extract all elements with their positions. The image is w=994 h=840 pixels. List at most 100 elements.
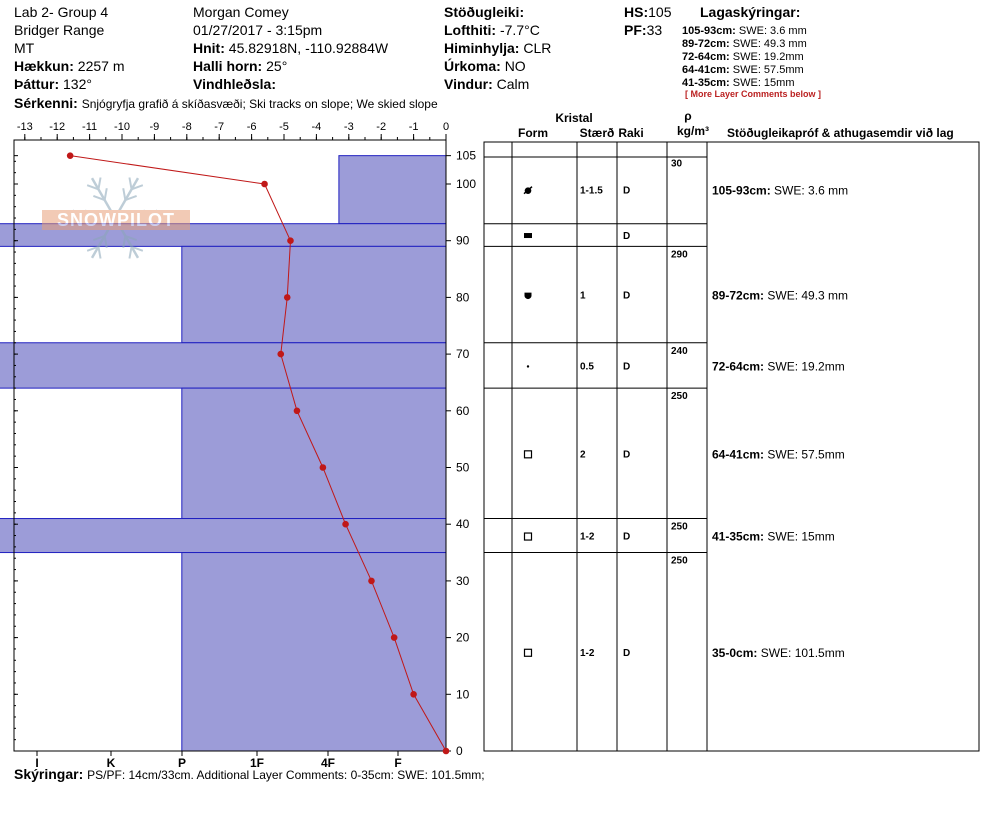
dot-symbol: [526, 365, 530, 368]
layer-comment: 35-0cm: SWE: 101.5mm: [712, 646, 845, 660]
temp-point: [368, 577, 375, 585]
hardness-tick-label: F: [394, 756, 401, 770]
notes-label: Skýringar:: [14, 766, 84, 782]
form-header: Form: [518, 126, 548, 140]
observer-name: Morgan Comey: [193, 4, 289, 20]
wind-loading-field: Vindhleðsla:: [193, 76, 276, 92]
temp-point: [442, 747, 450, 755]
snowflake-branch: [131, 245, 144, 252]
aspect-label: Þáttur:: [14, 76, 60, 92]
depth-tick-label: 40: [456, 517, 470, 531]
layer-comment: 72-64cm: SWE: 19.2mm: [712, 359, 845, 373]
layer-table: Kristal Form Stærð Raki ρkg/m³ Stöðugleikapró…: [483, 109, 980, 752]
notes-value: PS/PF: 14cm/33cm. Additional Layer Comme…: [87, 768, 485, 782]
snowflake-branch: [122, 188, 127, 201]
layer-note-item: 41-35cm: SWE: 15mm: [682, 77, 795, 89]
hardness-tick-label: K: [107, 756, 116, 770]
snowflake-branch: [97, 246, 102, 259]
crust-symbol: [524, 233, 532, 239]
features-value: Snjógryfja grafið á skíðasvæði; Ski trac…: [81, 97, 438, 111]
snowpilot-logo: SNOWPILOT: [42, 177, 190, 259]
elevation-value: 2257 m: [77, 58, 125, 74]
temp-point: [319, 464, 327, 471]
temp-tick-label: -11: [82, 121, 97, 133]
crystal-header: Kristal: [555, 111, 592, 125]
air-temp-value: -7.7°C: [499, 22, 540, 38]
moisture-header: Raki: [618, 126, 643, 140]
depth-axis: 0 10 20 30 40 50 60 70 80 90 100 105: [14, 149, 476, 758]
pf-field: PF:33: [624, 22, 662, 38]
notes-field: Skýringar: PS/PF: 14cm/33cm. Additional …: [14, 766, 485, 783]
hardness-bar: [181, 552, 447, 752]
features-field: Sérkenni: Snjógryfja grafið á skíðasvæði…: [14, 95, 438, 112]
snowflake-branch: [125, 195, 137, 202]
wind-loading-label: Vindhleðsla:: [193, 76, 276, 92]
coords-label: Hnit:: [193, 40, 225, 56]
depth-tick-label: 60: [456, 404, 470, 418]
temp-point: [66, 152, 74, 159]
temp-tick-label: -8: [182, 121, 192, 133]
moisture-cell: D: [623, 231, 630, 242]
moisture-cell: D: [623, 648, 630, 659]
temp-point: [287, 237, 294, 244]
depth-tick-label: 80: [456, 290, 470, 304]
wind-field: Vindur: Calm: [444, 76, 529, 92]
precip-label: Úrkoma:: [444, 58, 501, 74]
rounded-faceted-symbol: [524, 292, 532, 300]
location-range: Bridger Range: [14, 22, 105, 38]
snowflake-branch: [131, 184, 144, 191]
layer-comment-text: SWE: 3.6 mm: [771, 184, 848, 198]
hardness-tick-label: I: [35, 756, 38, 770]
layer-comment-text: SWE: 49.3 mm: [764, 289, 848, 303]
density-cell: 250: [671, 556, 688, 567]
size-cell: 1: [580, 291, 586, 302]
layer-comment-range: 64-41cm:: [712, 447, 764, 461]
layer-notes-title: Lagaskýringar:: [700, 4, 801, 20]
layer-comment-text: SWE: 57.5mm: [764, 447, 845, 461]
layer-note-item: 72-64cm: SWE: 19.2mm: [682, 51, 804, 63]
size-cell: 2: [580, 449, 586, 460]
temp-point: [293, 407, 301, 415]
wind-value: Calm: [496, 76, 530, 92]
temperature-profile: [66, 152, 450, 755]
depth-tick-label: 105: [456, 149, 476, 163]
depth-tick-label: 50: [456, 461, 470, 475]
temp-line: [70, 155, 447, 752]
stability-field: Stöðugleiki:: [444, 4, 524, 20]
snowflake-branch: [97, 177, 102, 190]
density-cell: 30: [671, 159, 683, 170]
temp-tick-label: -12: [49, 121, 65, 133]
stability-label: Stöðugleiki:: [444, 4, 525, 20]
layer-comment: 105-93cm: SWE: 3.6 mm: [712, 184, 848, 198]
temp-tick-label: 0: [443, 121, 449, 133]
sky-field: Himinhylja: CLR: [444, 40, 551, 56]
hardness-axis: I K P 1F 4F F: [35, 751, 402, 770]
logo-band: [42, 210, 190, 230]
coords-field: Hnit: 45.82918N, -110.92884W: [193, 40, 388, 56]
hs-field: HS:105: [624, 4, 671, 20]
layer-comment-range: 89-72cm:: [712, 289, 764, 303]
temp-point: [410, 691, 417, 698]
temp-tick-label: -5: [279, 121, 289, 133]
aspect-field: Þáttur: 132°: [14, 76, 92, 92]
moisture-cell: D: [623, 291, 630, 302]
observation-datetime: 01/27/2017 - 3:15pm: [193, 22, 323, 38]
layer-comment-text: SWE: 19.2mm: [764, 359, 845, 373]
coords-value: 45.82918N, -110.92884W: [228, 40, 389, 56]
density-cell: 250: [671, 391, 688, 402]
logo-text: SNOWPILOT: [57, 210, 175, 230]
layer-comment: 64-41cm: SWE: 57.5mm: [712, 447, 845, 461]
layer-comment-range: 41-35cm:: [712, 530, 764, 544]
temp-tick-label: -6: [247, 121, 257, 133]
pf-label: PF:: [624, 22, 647, 38]
sky-value: CLR: [523, 40, 552, 56]
chart-frame: [13, 139, 447, 752]
temp-tick-label: -7: [214, 121, 224, 133]
temp-tick-label: -9: [150, 121, 160, 133]
layer-comment-range: 105-93cm:: [712, 184, 771, 198]
temp-tick-label: -1: [409, 121, 419, 133]
hardness-bar: [181, 387, 447, 520]
temp-tick-label: -10: [114, 121, 130, 133]
density-cell: 250: [671, 522, 688, 533]
more-layer-comments-link[interactable]: [ More Layer Comments below ]: [685, 89, 822, 99]
